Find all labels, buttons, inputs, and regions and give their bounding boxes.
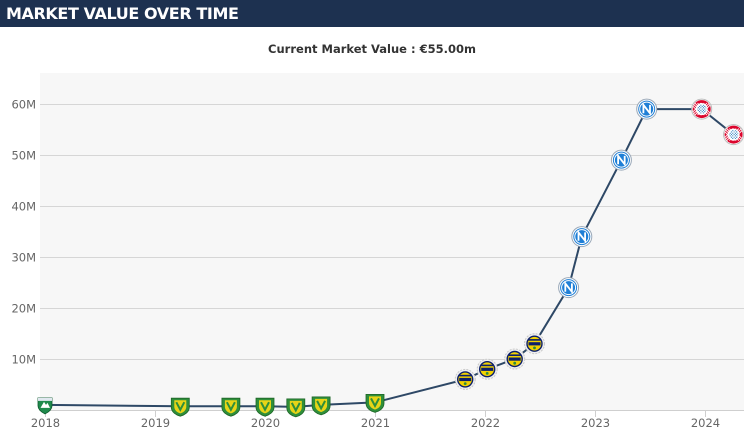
data-point[interactable] bbox=[221, 397, 241, 417]
chart-subtitle: Current Market Value : €55.00m bbox=[268, 42, 476, 56]
napoli-icon bbox=[610, 149, 632, 171]
data-point[interactable] bbox=[476, 358, 498, 380]
fenerbahce-icon bbox=[504, 348, 526, 370]
jeonbuk-icon bbox=[286, 398, 306, 418]
data-point[interactable] bbox=[365, 393, 385, 413]
fenerbahce-icon bbox=[454, 368, 476, 390]
x-tick-label: 2018 bbox=[31, 416, 60, 430]
data-point[interactable] bbox=[722, 124, 744, 146]
data-point[interactable] bbox=[170, 397, 190, 417]
data-point[interactable] bbox=[690, 98, 713, 120]
x-tick-label: 2021 bbox=[361, 416, 390, 430]
data-point[interactable] bbox=[255, 397, 275, 417]
fenerbahce-icon bbox=[524, 333, 545, 355]
y-tick-label: 40M bbox=[11, 200, 36, 214]
jeonbuk-icon bbox=[170, 397, 190, 417]
jeonbuk-icon bbox=[221, 397, 241, 417]
data-point[interactable] bbox=[286, 398, 306, 418]
y-axis-ticks: 10M 20M 30M 40M 50M 60M bbox=[11, 98, 36, 367]
jeonbuk-icon bbox=[255, 397, 275, 417]
gangwon-icon bbox=[37, 397, 53, 415]
x-tick-label: 2022 bbox=[471, 416, 500, 430]
fenerbahce-icon bbox=[476, 358, 498, 380]
plot-background bbox=[40, 73, 744, 411]
bayern-icon bbox=[723, 124, 744, 146]
data-point[interactable] bbox=[558, 277, 580, 299]
data-point[interactable] bbox=[610, 149, 632, 171]
data-point[interactable] bbox=[37, 397, 53, 415]
jeonbuk-icon bbox=[365, 393, 385, 413]
x-tick-label: 2024 bbox=[691, 416, 720, 430]
grid-lines bbox=[40, 104, 744, 360]
y-tick-label: 30M bbox=[11, 251, 36, 265]
x-axis-ticks: 2018 2019 2020 2021 2022 2023 2024 bbox=[31, 411, 720, 430]
data-point[interactable] bbox=[454, 368, 476, 390]
data-points bbox=[37, 98, 744, 418]
data-point[interactable] bbox=[636, 98, 658, 120]
data-point[interactable] bbox=[311, 396, 331, 416]
y-tick-label: 10M bbox=[11, 353, 36, 367]
x-tick-label: 2019 bbox=[141, 416, 170, 430]
y-tick-label: 60M bbox=[11, 98, 36, 112]
napoli-icon bbox=[558, 277, 580, 299]
data-point[interactable] bbox=[571, 226, 593, 248]
x-tick-label: 2023 bbox=[581, 416, 610, 430]
x-tick-label: 2020 bbox=[251, 416, 280, 430]
y-tick-label: 50M bbox=[11, 149, 36, 163]
bayern-icon bbox=[691, 98, 713, 120]
napoli-icon bbox=[636, 98, 658, 120]
data-point[interactable] bbox=[524, 333, 545, 355]
napoli-icon bbox=[571, 226, 593, 248]
jeonbuk-icon bbox=[311, 396, 331, 416]
y-tick-label: 20M bbox=[11, 302, 36, 316]
data-point[interactable] bbox=[504, 348, 526, 370]
page-title: MARKET VALUE OVER TIME bbox=[0, 0, 744, 27]
